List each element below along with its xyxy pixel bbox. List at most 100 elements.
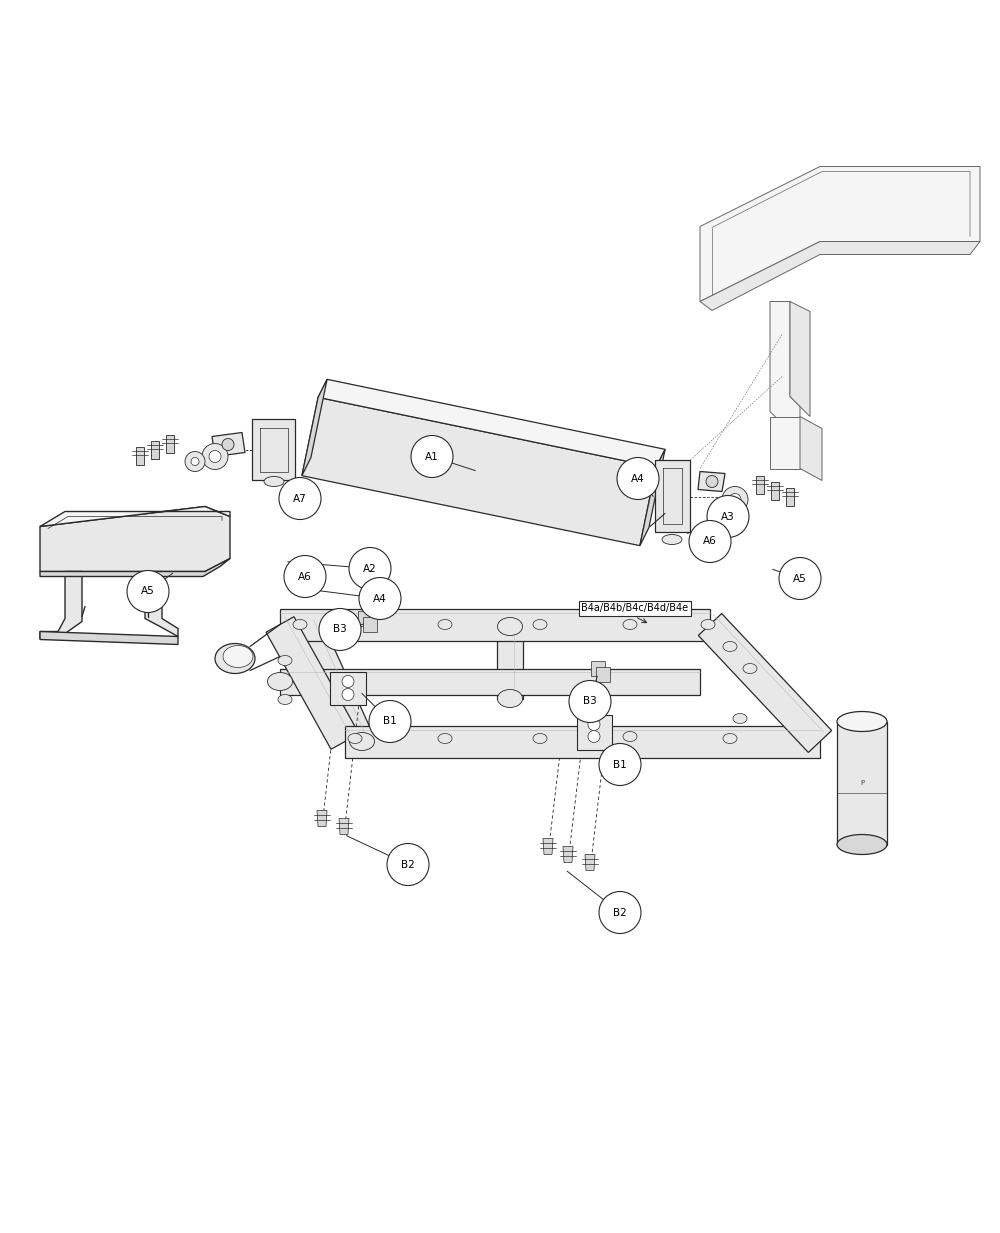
- Polygon shape: [591, 661, 605, 676]
- Polygon shape: [330, 672, 366, 704]
- Polygon shape: [363, 616, 377, 631]
- Text: A7: A7: [293, 493, 307, 503]
- Ellipse shape: [723, 734, 737, 743]
- Ellipse shape: [533, 734, 547, 743]
- Text: B1: B1: [383, 716, 397, 726]
- Circle shape: [729, 493, 741, 506]
- Circle shape: [342, 676, 354, 688]
- Ellipse shape: [701, 619, 715, 630]
- Ellipse shape: [733, 714, 747, 724]
- Circle shape: [185, 451, 205, 471]
- Circle shape: [387, 843, 429, 885]
- Circle shape: [222, 439, 234, 450]
- Polygon shape: [786, 487, 794, 506]
- Polygon shape: [266, 616, 359, 750]
- Ellipse shape: [723, 641, 737, 651]
- Ellipse shape: [348, 619, 362, 630]
- Circle shape: [722, 487, 748, 513]
- Polygon shape: [640, 449, 665, 546]
- Ellipse shape: [623, 619, 637, 630]
- Ellipse shape: [837, 835, 887, 854]
- Text: A3: A3: [721, 512, 735, 522]
- Circle shape: [599, 743, 641, 785]
- Text: B3: B3: [333, 624, 347, 635]
- Polygon shape: [770, 302, 800, 422]
- Polygon shape: [345, 725, 820, 757]
- Ellipse shape: [350, 732, 374, 751]
- Polygon shape: [40, 631, 178, 645]
- Ellipse shape: [268, 672, 292, 690]
- Circle shape: [569, 681, 611, 723]
- Circle shape: [689, 520, 731, 562]
- Ellipse shape: [498, 689, 522, 708]
- Ellipse shape: [215, 644, 255, 673]
- Polygon shape: [497, 626, 523, 699]
- Text: P: P: [860, 780, 864, 785]
- Polygon shape: [40, 572, 82, 639]
- Polygon shape: [40, 559, 230, 577]
- Text: A4: A4: [631, 473, 645, 483]
- Polygon shape: [136, 446, 144, 465]
- Ellipse shape: [293, 619, 307, 630]
- Polygon shape: [145, 572, 178, 636]
- Text: B3: B3: [583, 697, 597, 707]
- Circle shape: [588, 719, 600, 730]
- Polygon shape: [543, 838, 553, 854]
- Circle shape: [617, 457, 659, 499]
- Polygon shape: [358, 610, 372, 625]
- Circle shape: [349, 547, 391, 589]
- Polygon shape: [151, 440, 159, 459]
- Text: B4a/B4b/B4c/B4d/B4e: B4a/B4b/B4c/B4d/B4e: [581, 603, 689, 614]
- Polygon shape: [280, 609, 710, 640]
- Ellipse shape: [438, 734, 452, 743]
- Ellipse shape: [662, 534, 682, 545]
- Polygon shape: [577, 714, 612, 750]
- Text: A4: A4: [373, 593, 387, 603]
- Circle shape: [411, 435, 453, 477]
- Polygon shape: [698, 614, 832, 752]
- Polygon shape: [339, 819, 349, 835]
- Circle shape: [707, 496, 749, 538]
- Text: A2: A2: [363, 563, 377, 573]
- Polygon shape: [585, 854, 595, 870]
- Circle shape: [191, 457, 199, 466]
- Polygon shape: [298, 621, 374, 747]
- Circle shape: [599, 891, 641, 933]
- Text: A1: A1: [425, 451, 439, 461]
- Polygon shape: [700, 242, 980, 311]
- Ellipse shape: [498, 618, 522, 635]
- Polygon shape: [318, 380, 665, 467]
- Polygon shape: [790, 302, 810, 417]
- Polygon shape: [280, 668, 700, 694]
- Ellipse shape: [278, 694, 292, 704]
- Circle shape: [342, 688, 354, 700]
- Circle shape: [202, 444, 228, 470]
- Circle shape: [359, 577, 401, 619]
- Ellipse shape: [533, 619, 547, 630]
- Ellipse shape: [278, 656, 292, 666]
- Circle shape: [779, 557, 821, 599]
- Circle shape: [706, 476, 718, 487]
- Polygon shape: [800, 417, 822, 481]
- Polygon shape: [770, 417, 800, 469]
- Ellipse shape: [743, 663, 757, 673]
- Text: B2: B2: [613, 907, 627, 917]
- Circle shape: [369, 700, 411, 742]
- Circle shape: [588, 730, 600, 742]
- Circle shape: [209, 450, 221, 462]
- Ellipse shape: [837, 711, 887, 731]
- Text: A5: A5: [793, 573, 807, 583]
- Circle shape: [279, 477, 321, 519]
- Circle shape: [319, 609, 361, 651]
- Polygon shape: [771, 482, 779, 499]
- Circle shape: [127, 571, 169, 613]
- Polygon shape: [837, 721, 887, 845]
- Polygon shape: [302, 397, 656, 546]
- Polygon shape: [317, 810, 327, 826]
- Circle shape: [284, 556, 326, 598]
- Polygon shape: [252, 419, 295, 480]
- Polygon shape: [166, 434, 174, 453]
- Ellipse shape: [623, 731, 637, 741]
- Ellipse shape: [223, 646, 253, 667]
- Polygon shape: [302, 380, 327, 476]
